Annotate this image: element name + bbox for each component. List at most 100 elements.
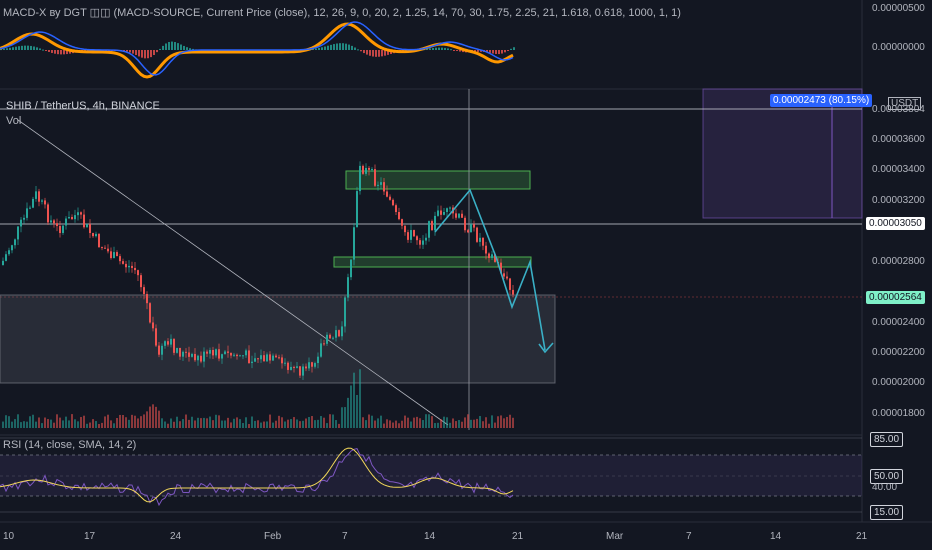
volume-bar [53, 422, 55, 428]
price-axis-label: 0.00003400 [872, 164, 925, 175]
candle-body [92, 233, 94, 237]
candle-body [47, 204, 49, 223]
volume-bar [86, 423, 88, 428]
lower-green-zone[interactable] [333, 256, 532, 268]
macd-histogram-bar [123, 50, 125, 51]
volume-label[interactable]: Vol [6, 115, 22, 127]
macd-histogram-bar [183, 45, 185, 50]
macd-histogram-bar [69, 50, 71, 54]
rsi-band [0, 455, 862, 496]
macd-histogram-bar [435, 47, 437, 50]
volume-bar [458, 420, 460, 428]
macd-histogram-bar [354, 47, 356, 50]
macd-histogram-bar [336, 43, 338, 50]
candle-body [308, 362, 310, 369]
candle-body [95, 233, 97, 237]
macd-histogram-bar [132, 50, 134, 54]
rsi-ma-line [0, 447, 514, 503]
time-axis-label: Mar [606, 531, 624, 542]
candles-group [2, 161, 514, 380]
price-axis-label: 0.00002000 [872, 377, 925, 388]
volume-bar [470, 419, 472, 428]
volume-bar [494, 422, 496, 428]
volume-bar [257, 420, 259, 428]
macd-histogram-bar [387, 50, 389, 55]
volume-bar [206, 418, 208, 428]
target-zone[interactable] [702, 88, 863, 219]
candle-body [158, 345, 160, 355]
time-axis-label: 17 [84, 531, 96, 542]
volume-bar [110, 420, 112, 428]
volume-bar [248, 423, 250, 428]
macd-axis-label: 0.00000000 [872, 42, 925, 53]
price-axis-label: 0.00002800 [872, 256, 925, 267]
volume-bar [179, 421, 181, 428]
volume-bar [215, 414, 217, 428]
support-zone[interactable] [0, 294, 556, 384]
projection-path[interactable] [434, 188, 546, 351]
rsi-group [0, 447, 514, 507]
candle-body [215, 349, 217, 356]
candle-body [299, 366, 301, 376]
candle-body [167, 341, 169, 345]
candle-body [389, 196, 391, 200]
volume-bar [44, 417, 46, 428]
macd-histogram-bar [9, 47, 11, 50]
volume-bar [101, 422, 103, 428]
rsi-title[interactable]: RSI (14, close, SMA, 14, 2) [3, 439, 137, 451]
macd-histogram-bar [159, 48, 161, 50]
volume-bar [482, 421, 484, 428]
volume-bar [413, 417, 415, 428]
candle-body [311, 362, 313, 367]
candle-body [443, 211, 445, 215]
candle-body [221, 354, 223, 359]
macd-title[interactable]: MACD-X ву DGT ◫◫ (MACD-SOURCE, Current P… [3, 7, 681, 19]
volume-bar [422, 420, 424, 428]
candle-body [446, 208, 448, 212]
volume-bar [194, 420, 196, 428]
macd-histogram-bar [450, 49, 452, 51]
volume-bar [383, 423, 385, 428]
candle-body [143, 287, 145, 295]
macd-histogram-bar [429, 48, 431, 50]
volume-bar [296, 419, 298, 428]
volume-bar [245, 417, 247, 428]
candle-body [53, 220, 55, 224]
volume-bar [131, 414, 133, 428]
candle-body [350, 259, 352, 278]
candle-body [44, 200, 46, 205]
volume-bar [308, 416, 310, 428]
symbol-title[interactable]: SHIB / TetherUS, 4h, BINANCE [6, 100, 160, 112]
volume-bar [227, 417, 229, 428]
candle-body [74, 215, 76, 220]
volume-bar [329, 414, 331, 428]
candle-body [287, 362, 289, 370]
volume-bar [272, 422, 274, 428]
volume-bar [440, 419, 442, 428]
macd-histogram-bar [480, 50, 482, 52]
candle-body [455, 213, 457, 218]
rsi-axis-label: 50.00 [870, 469, 904, 484]
volume-bar [152, 404, 154, 428]
volume-bar [47, 419, 49, 428]
trendline[interactable] [17, 119, 449, 426]
candle-body [395, 205, 397, 213]
volume-bar [335, 420, 337, 428]
volume-bar [407, 417, 409, 428]
volume-bar [2, 421, 4, 428]
macd-histogram-bar [327, 45, 329, 50]
volume-bar [20, 422, 22, 428]
volume-bar [50, 419, 52, 428]
macd-histogram-bar [18, 46, 20, 50]
volume-bar [392, 422, 394, 428]
macd-histogram-bar [495, 50, 497, 55]
volume-bar [281, 417, 283, 428]
target-price-tag[interactable]: 0.00002473 (80.15%) [770, 94, 873, 107]
volume-bar [452, 418, 454, 428]
candle-body [473, 224, 475, 228]
candle-body [302, 366, 304, 376]
volume-bar [191, 416, 193, 428]
upper-green-zone[interactable] [345, 170, 531, 190]
candle-body [164, 341, 166, 346]
